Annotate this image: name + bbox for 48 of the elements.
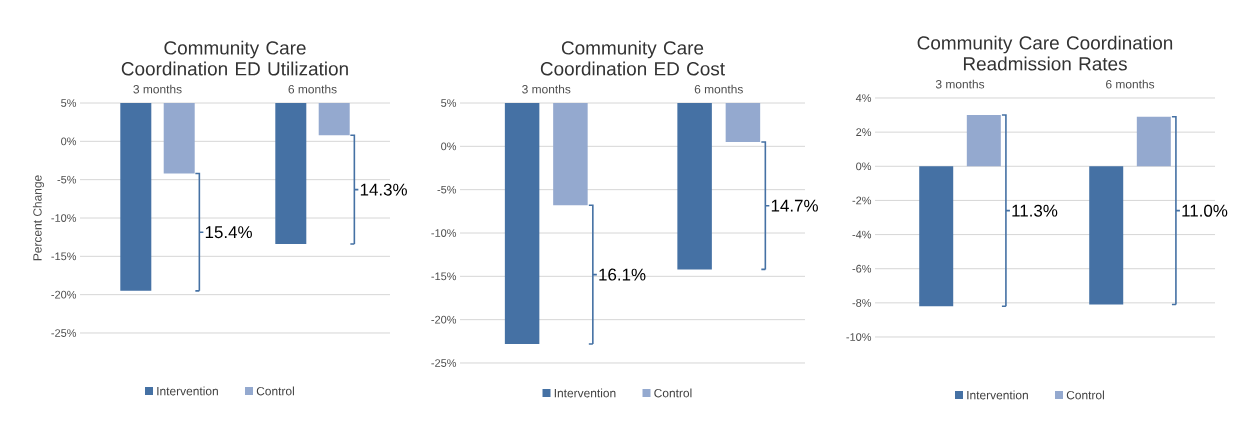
y-tick-label: 0% (61, 137, 77, 146)
y-tick-label: 2% (856, 128, 872, 136)
y-tick-label: -25% (51, 329, 77, 337)
x-tick-label: 3 months (935, 79, 985, 89)
y-tick-label: -4% (852, 230, 872, 239)
y-tick-label: -10% (846, 333, 872, 341)
bar (919, 166, 954, 307)
y-tick-label: -6% (852, 264, 872, 273)
chart-title: Community Care Coordination ED Cost (540, 40, 725, 76)
y-tick-label: -20% (51, 290, 77, 299)
y-tick-label: -10% (51, 214, 77, 222)
y-tick-label: -15% (431, 272, 457, 281)
y-tick-label: -8% (852, 298, 872, 307)
y-tick-label: -2% (852, 196, 872, 205)
y-tick-label: -5% (57, 175, 77, 184)
legend-label: Intervention (967, 390, 1028, 400)
legend-label: Control (256, 386, 294, 396)
annotation: 15.4% (205, 226, 252, 239)
x-tick-label: 6 months (288, 84, 337, 94)
bar (1136, 116, 1171, 167)
bar (966, 115, 1001, 167)
chart-title: Community Care Coordination ED Utilization (121, 40, 348, 76)
x-tick-label: 6 months (1106, 79, 1155, 89)
y-tick-label: -5% (437, 185, 457, 194)
y-axis-title: Percent Change (32, 175, 45, 261)
y-tick-label: -10% (431, 229, 457, 237)
bar (1089, 166, 1124, 305)
annotation: 14.7% (771, 199, 818, 212)
y-tick-label: 5% (61, 99, 77, 107)
x-tick-label: 6 months (694, 84, 743, 94)
annotation: 16.1% (599, 268, 646, 281)
y-tick-label: 0% (441, 142, 457, 151)
legend-label: Control (654, 388, 692, 398)
y-tick-label: -20% (431, 315, 457, 324)
y-tick-label: -15% (51, 252, 77, 261)
annotation: 11.3% (1012, 204, 1058, 217)
annotation: 14.3% (360, 183, 407, 196)
y-tick-label: 0% (856, 162, 872, 171)
legend-label: Intervention (554, 388, 616, 398)
chart-title: Community Care Coordination Readmission Rates (917, 35, 1173, 71)
legend-label: Intervention (157, 386, 218, 396)
annotation: 11.0% (1182, 204, 1228, 217)
x-tick-label: 3 months (522, 84, 571, 94)
y-tick-label: 4% (855, 94, 872, 102)
y-tick-label: 5% (441, 99, 457, 107)
y-tick-label: -25% (431, 359, 457, 367)
x-tick-label: 3 months (133, 84, 182, 94)
legend-label: Control (1066, 390, 1104, 400)
